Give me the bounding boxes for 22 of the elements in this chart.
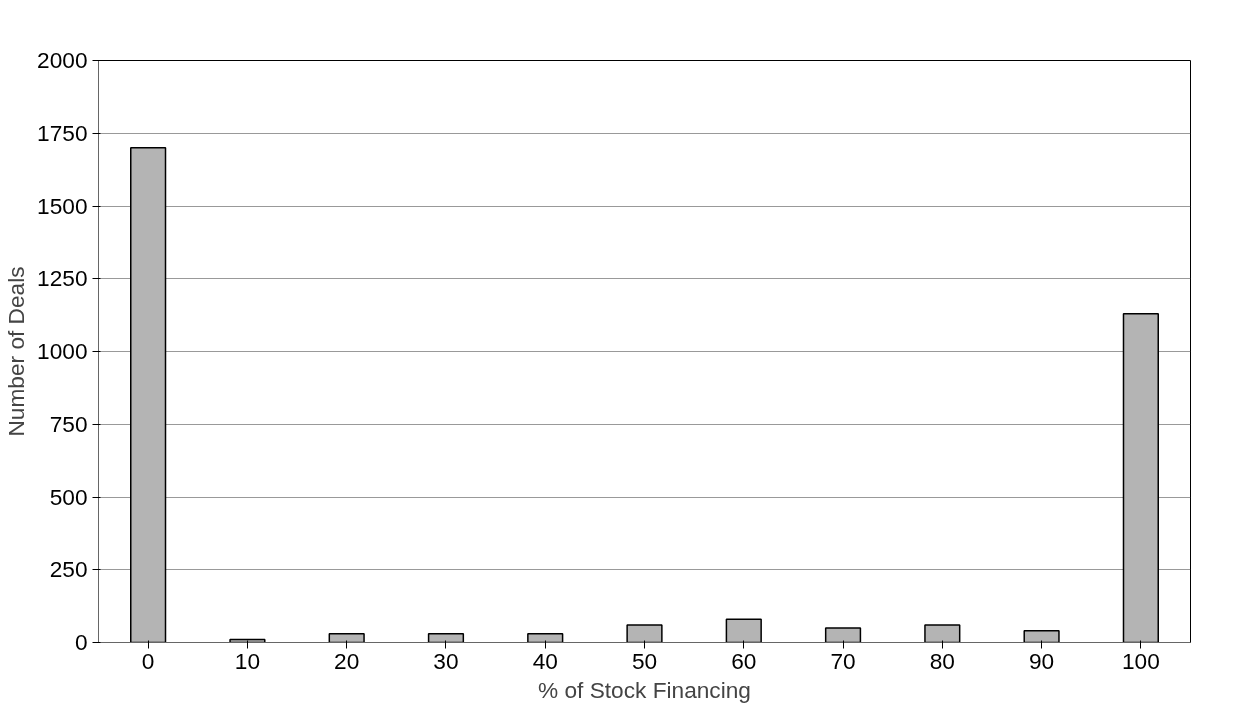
x-tick-label: 80 — [929, 647, 955, 674]
x-tick-label: 30 — [433, 647, 459, 674]
x-axis-title: % of Stock Financing — [538, 676, 751, 703]
y-axis-title: Number of Deals — [3, 266, 30, 437]
x-tick-label: 20 — [334, 647, 360, 674]
y-tick-label: 750 — [49, 410, 88, 437]
y-tick-label: 1250 — [37, 265, 88, 292]
y-tick-label: 2000 — [37, 47, 88, 73]
x-tick-label: 70 — [830, 647, 856, 674]
x-tick-label: 60 — [731, 647, 757, 674]
y-tick-label: 1000 — [37, 338, 88, 364]
x-tick-label: 90 — [1028, 647, 1055, 674]
y-tick-label: 1750 — [37, 119, 88, 146]
y-tick-label: 0 — [74, 629, 88, 655]
x-tick-label: 40 — [532, 647, 558, 674]
y-tick-label: 250 — [49, 556, 88, 583]
x-tick-label: 0 — [141, 647, 155, 674]
x-tick-label: 50 — [631, 647, 658, 674]
y-tick-label: 1500 — [37, 192, 88, 219]
y-tick-label: 500 — [49, 483, 88, 510]
x-tick-label: 10 — [234, 647, 261, 674]
x-tick-label: 100 — [1121, 647, 1160, 674]
